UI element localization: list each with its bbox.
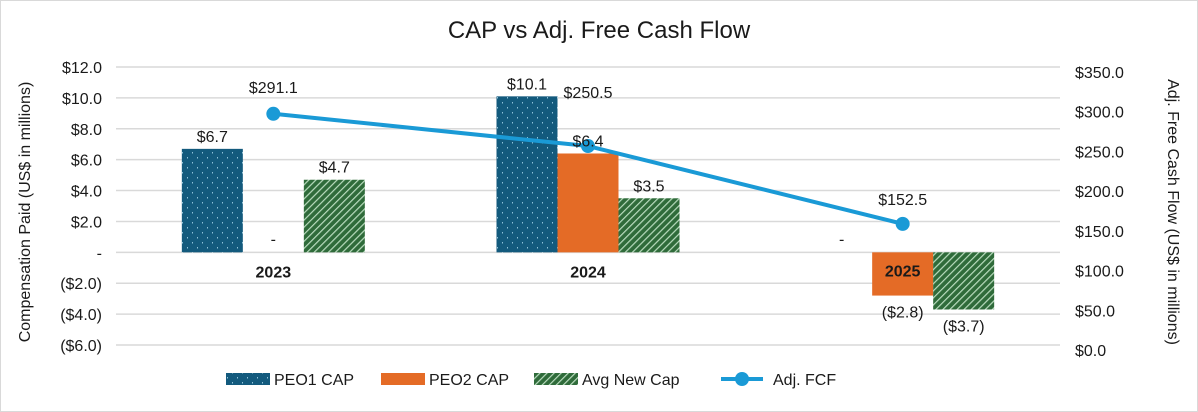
y-tick-label: $8.0 [71, 122, 102, 139]
y-tick-label: ($2.0) [60, 276, 102, 293]
fcf-data-label: $152.5 [878, 192, 927, 209]
data-label: $4.7 [319, 160, 350, 177]
bar-peo2-cap [872, 252, 934, 296]
bar-avg-new-cap [618, 198, 680, 253]
legend-marker [735, 372, 749, 386]
y-tick-label: - [97, 245, 102, 262]
y2-tick-label: $350.0 [1075, 65, 1124, 82]
y2-tick-label: $0.0 [1075, 343, 1106, 360]
y-axis-left-title: Compensation Paid (US$ in millions) [17, 82, 34, 343]
bar-peo1-cap [496, 96, 558, 253]
y-tick-label: $10.0 [62, 91, 102, 108]
legend-swatch-peo1-cap [226, 373, 270, 385]
data-label: ($3.7) [943, 318, 985, 335]
data-label: $6.7 [197, 129, 228, 146]
y2-tick-label: $100.0 [1075, 264, 1124, 281]
legend-swatch-avg-new-cap [534, 373, 578, 385]
legend: PEO1 CAP PEO2 CAP Avg New Cap Adj. FCF [226, 372, 836, 389]
y2-tick-label: $150.0 [1075, 224, 1124, 241]
category-labels: 2023 2024 2025 [256, 263, 921, 281]
y-tick-label: $2.0 [71, 214, 102, 231]
y-tick-label: $6.0 [71, 153, 102, 170]
y-axis-left-ticks: $12.0 $10.0 $8.0 $6.0 $4.0 $2.0 - ($2.0) ($4.0) (… [60, 60, 102, 355]
y2-tick-label: $250.0 [1075, 144, 1124, 161]
category-label: 2023 [256, 264, 292, 281]
bars [181, 96, 995, 310]
y2-tick-label: $300.0 [1075, 105, 1124, 122]
data-label: - [271, 231, 276, 248]
fcf-marker [266, 106, 281, 121]
bar-peo1-cap [181, 148, 243, 253]
legend-label: Adj. FCF [773, 372, 836, 389]
data-label: $10.1 [507, 76, 547, 93]
category-label: 2025 [885, 263, 921, 280]
data-label: - [839, 231, 844, 248]
legend-label: PEO2 CAP [429, 372, 509, 389]
legend-swatch-peo2-cap [381, 373, 425, 385]
bar-peo2-cap [557, 153, 619, 253]
category-label: 2024 [570, 264, 606, 281]
y-tick-label: $4.0 [71, 184, 102, 201]
y-tick-label: ($6.0) [60, 338, 102, 355]
y-tick-label: ($4.0) [60, 307, 102, 324]
fcf-line-series [266, 106, 910, 231]
legend-label: PEO1 CAP [274, 372, 354, 389]
y2-tick-label: $50.0 [1075, 303, 1115, 320]
y-tick-label: $12.0 [62, 60, 102, 77]
data-label: ($2.8) [882, 305, 924, 322]
bar-avg-new-cap [933, 252, 995, 310]
legend-label: Avg New Cap [582, 372, 680, 389]
fcf-marker [895, 216, 910, 231]
fcf-marker [581, 139, 595, 154]
y-axis-right-ticks: $350.0 $300.0 $250.0 $200.0 $150.0 $100.0 $50.… [1075, 65, 1124, 360]
fcf-data-label: $291.1 [249, 80, 298, 97]
fcf-data-label: $250.5 [564, 85, 613, 102]
bar-avg-new-cap [303, 179, 365, 253]
chart-title: CAP vs Adj. Free Cash Flow [448, 17, 751, 44]
y2-tick-label: $200.0 [1075, 184, 1124, 201]
data-label: $3.5 [633, 178, 664, 195]
y-axis-right-title: Adj. Free Cash Flow (US$ in millions) [1164, 79, 1181, 345]
data-labels: $6.7 - $4.7 $10.1 $6.4 $3.5 - ($2.8) ($3.7) $291.… [197, 76, 985, 335]
data-label: $6.4 [572, 133, 603, 150]
